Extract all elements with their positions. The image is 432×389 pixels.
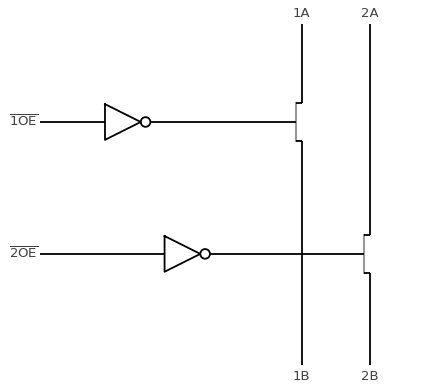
Text: 2A: 2A [361,7,378,20]
Text: 2B: 2B [361,370,378,383]
Text: $\overline{\mathsf{2OE}}$: $\overline{\mathsf{2OE}}$ [10,246,38,261]
Text: $\overline{\mathsf{1OE}}$: $\overline{\mathsf{1OE}}$ [10,114,38,130]
Text: 1B: 1B [293,370,310,383]
Text: 1A: 1A [293,7,310,20]
